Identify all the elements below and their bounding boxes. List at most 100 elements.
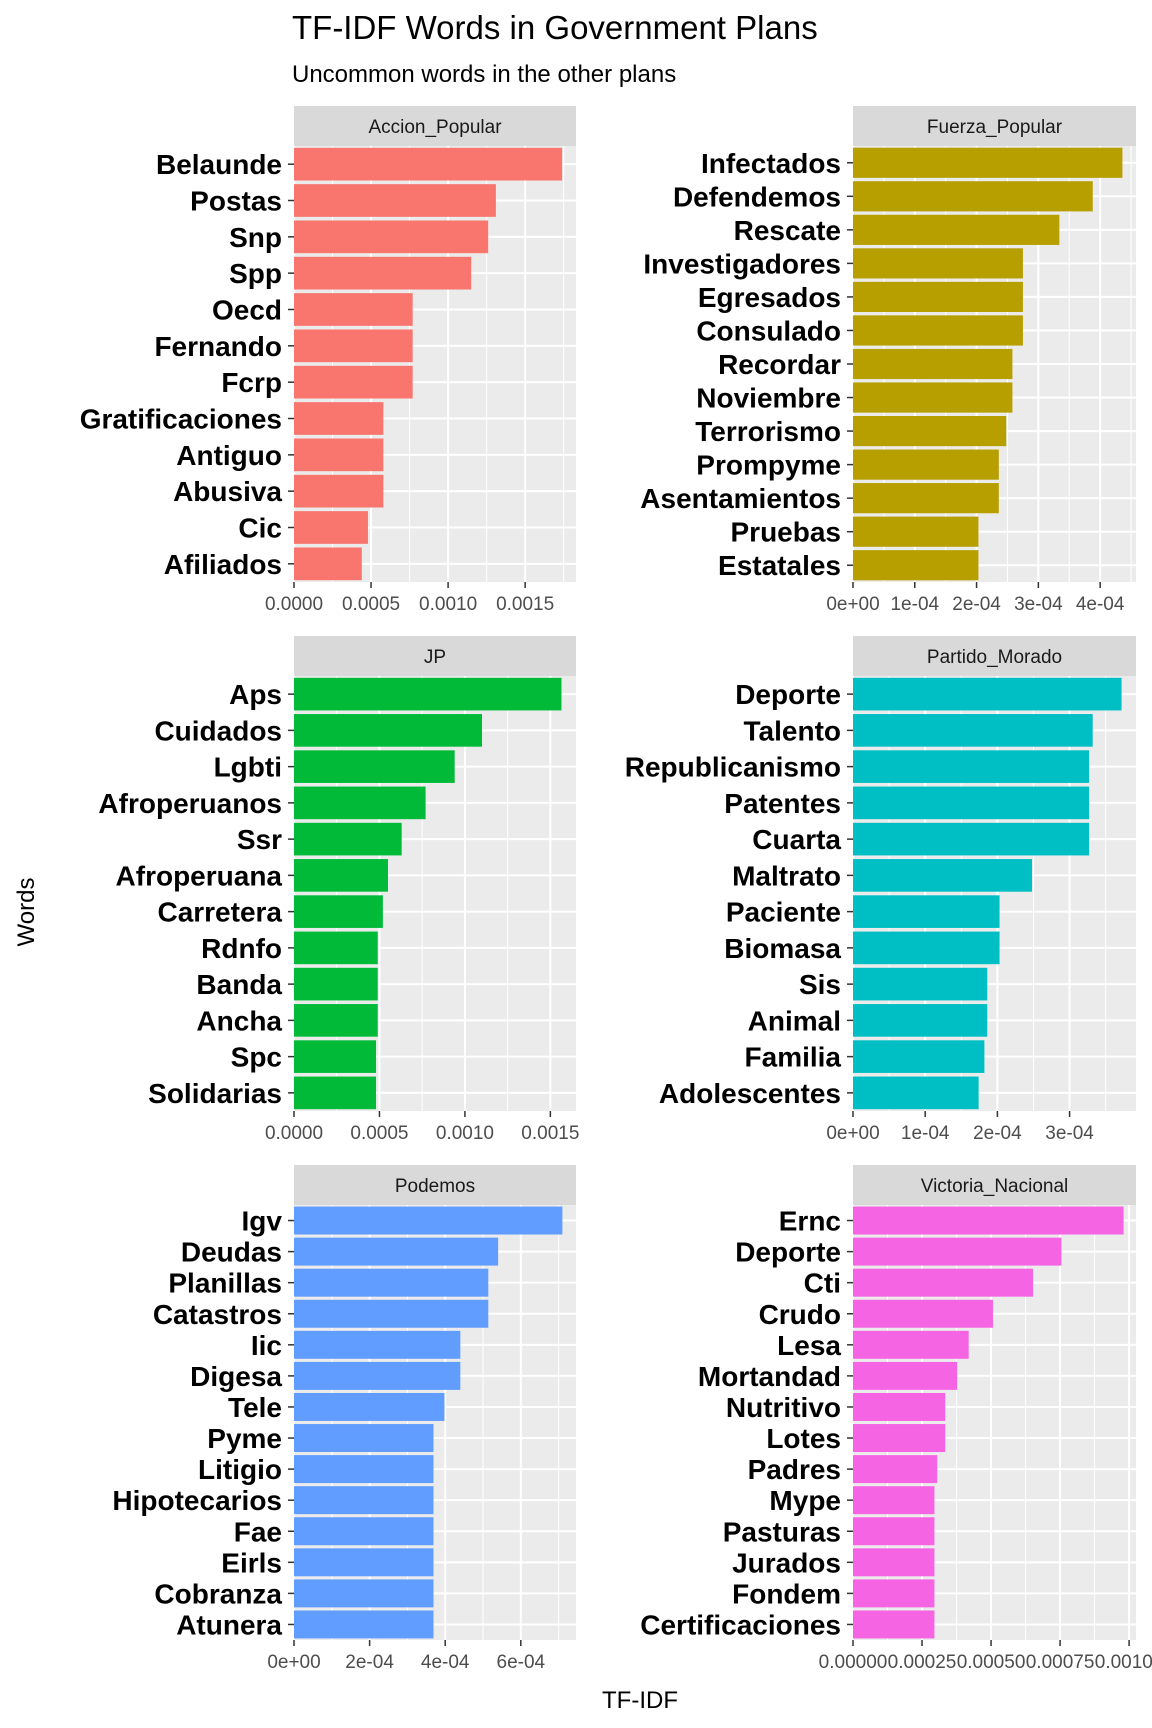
bar-sis (853, 967, 988, 1001)
category-label: Iic (251, 1330, 282, 1361)
category-label: Sis (799, 969, 841, 1000)
bar-egresados (853, 281, 1023, 313)
category-label: Lesa (777, 1330, 841, 1361)
bar-catastros (294, 1299, 489, 1328)
category-label: Hipotecarios (112, 1485, 282, 1516)
category-label: Aps (229, 679, 282, 710)
chart-title: TF-IDF Words in Government Plans (292, 9, 818, 46)
x-tick-label: 0e+00 (267, 1652, 320, 1673)
category-label: Defendemos (673, 181, 841, 212)
category-label: Lgbti (214, 752, 282, 783)
x-tick-label: 0.0000 (265, 1123, 323, 1144)
bar-carretera (294, 895, 383, 928)
category-label: Pyme (207, 1423, 282, 1454)
category-label: Banda (196, 969, 282, 1000)
facet-strip-label: JP (424, 647, 446, 668)
bar-fcrp (294, 365, 413, 399)
category-label: Abusiva (173, 476, 282, 507)
bar-prompyme (853, 449, 999, 480)
category-label: Ancha (196, 1005, 282, 1036)
bar-familia (853, 1040, 985, 1073)
category-label: Belaunde (156, 149, 282, 180)
category-label: Jurados (732, 1547, 841, 1578)
category-label: Atunera (176, 1609, 282, 1640)
x-tick-label: 1e-04 (901, 1123, 950, 1144)
bar-mortandad (853, 1361, 958, 1390)
bar-cuarta (853, 822, 1090, 856)
category-label: Carretera (157, 897, 282, 928)
category-label: Gratificaciones (80, 404, 282, 435)
bar-planillas (294, 1268, 489, 1297)
bar-fernando (294, 329, 413, 363)
bar-rescate (853, 214, 1060, 245)
category-label: Asentamientos (640, 483, 841, 514)
category-label: Terrorismo (695, 416, 841, 447)
bar-fondem (853, 1579, 935, 1608)
x-tick-label: 0.0015 (496, 594, 554, 615)
y-axis-title: Words (13, 878, 40, 947)
bar-recordar (853, 348, 1013, 380)
category-label: Litigio (198, 1454, 282, 1485)
x-tick-label: 4e-04 (1076, 594, 1125, 615)
chart-subtitle: Uncommon words in the other plans (292, 61, 676, 88)
category-label: Crudo (759, 1299, 841, 1330)
category-label: Deporte (735, 1237, 841, 1268)
bar-rdnfo (294, 931, 378, 965)
category-label: Antiguo (176, 440, 282, 471)
facet-strip-label: Victoria_Nacional (921, 1176, 1069, 1197)
bar-animal (853, 1004, 988, 1037)
x-axis-title: TF-IDF (602, 1687, 678, 1714)
bar-antiguo (294, 438, 384, 472)
x-tick-label: 4e-04 (421, 1652, 470, 1673)
bar-noviembre (853, 382, 1013, 413)
bar-deudas (294, 1237, 499, 1266)
facet-strip (294, 636, 576, 676)
bar-solidarias (294, 1076, 377, 1110)
panel-background (294, 676, 576, 1111)
facet-strip-label: Podemos (395, 1176, 475, 1197)
bar-ssr (294, 822, 402, 856)
bar-litigio (294, 1455, 434, 1484)
bar-cic (294, 511, 368, 544)
bar-jurados (853, 1548, 935, 1577)
category-label: Padres (748, 1454, 841, 1485)
bar-oecd (294, 293, 413, 326)
category-label: Egresados (698, 282, 841, 313)
category-label: Fcrp (221, 367, 282, 398)
category-label: Animal (748, 1005, 841, 1036)
category-label: Eirls (221, 1547, 282, 1578)
bar-spp (294, 256, 472, 290)
bar-consulado (853, 315, 1023, 346)
category-label: Maltrato (732, 860, 841, 891)
category-label: Rescate (734, 215, 841, 246)
bar-banda (294, 967, 378, 1001)
bar-postas (294, 184, 496, 217)
panel-background (294, 146, 576, 582)
category-label: Afroperuanos (98, 788, 282, 819)
bar-nutritivo (853, 1392, 946, 1421)
facet-partido-morado: Partido_Morado 0e+00 1e-04 2e-04 3e-04 Deport… (625, 636, 1136, 1144)
bar-cobranza (294, 1579, 434, 1608)
category-label: Fondem (732, 1578, 841, 1609)
bar-talento (853, 714, 1093, 747)
bar-cuidados (294, 714, 482, 747)
bar-iic (294, 1330, 461, 1359)
x-tick-label: 0e+00 (826, 1123, 879, 1144)
bar-investigadores (853, 248, 1023, 279)
x-tick-label: 2e-04 (345, 1652, 394, 1673)
bar-afroperuana (294, 859, 388, 892)
category-label: Oecd (212, 295, 282, 326)
x-tick-label: 0.0005 (350, 1123, 408, 1144)
x-tick-label: 1e-04 (890, 594, 939, 615)
bar-fae (294, 1517, 434, 1546)
category-label: Igv (242, 1206, 283, 1237)
bar-ancha (294, 1004, 378, 1037)
bar-crudo (853, 1299, 993, 1328)
facet-jp: JP 0.0000 0.0005 0.0010 0.0015 Aps Cuidados Lgb… (98, 636, 579, 1144)
bar-deporte (853, 1237, 1062, 1266)
x-tick-label: 0.0000 (265, 594, 323, 615)
x-tick-label: 6e-04 (497, 1652, 546, 1673)
facet-strip (294, 1165, 576, 1205)
